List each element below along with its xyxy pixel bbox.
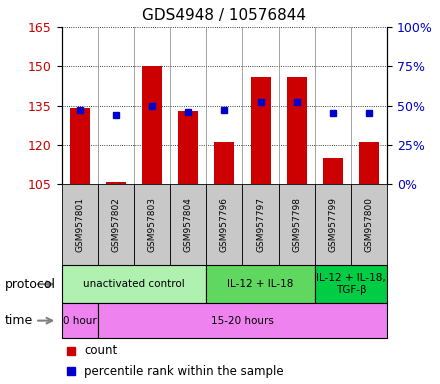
FancyBboxPatch shape [315, 265, 387, 303]
Bar [323, 158, 343, 184]
Title: GDS4948 / 10576844: GDS4948 / 10576844 [143, 8, 306, 23]
FancyBboxPatch shape [351, 184, 387, 265]
FancyBboxPatch shape [62, 184, 98, 265]
Text: GSM957804: GSM957804 [184, 197, 193, 252]
FancyBboxPatch shape [206, 184, 242, 265]
Text: GSM957799: GSM957799 [328, 197, 337, 252]
Text: GSM957798: GSM957798 [292, 197, 301, 252]
Bar [178, 111, 198, 184]
FancyBboxPatch shape [170, 184, 206, 265]
Text: count: count [84, 344, 117, 358]
Text: IL-12 + IL-18: IL-12 + IL-18 [227, 279, 294, 289]
Text: GSM957797: GSM957797 [256, 197, 265, 252]
FancyBboxPatch shape [98, 303, 387, 338]
FancyBboxPatch shape [242, 184, 279, 265]
FancyBboxPatch shape [279, 184, 315, 265]
Bar [142, 66, 162, 184]
FancyBboxPatch shape [98, 184, 134, 265]
FancyBboxPatch shape [62, 265, 206, 303]
Bar [287, 77, 307, 184]
Text: percentile rank within the sample: percentile rank within the sample [84, 364, 284, 377]
FancyBboxPatch shape [62, 303, 98, 338]
Bar [70, 108, 90, 184]
Text: GSM957803: GSM957803 [147, 197, 157, 252]
Text: protocol: protocol [4, 278, 55, 291]
Bar [359, 142, 379, 184]
Bar [214, 142, 235, 184]
Text: unactivated control: unactivated control [83, 279, 185, 289]
Text: GSM957801: GSM957801 [75, 197, 84, 252]
FancyBboxPatch shape [315, 184, 351, 265]
Text: GSM957796: GSM957796 [220, 197, 229, 252]
FancyBboxPatch shape [134, 184, 170, 265]
Bar [251, 77, 271, 184]
FancyBboxPatch shape [206, 265, 315, 303]
Text: GSM957800: GSM957800 [365, 197, 374, 252]
Text: 15-20 hours: 15-20 hours [211, 316, 274, 326]
Text: IL-12 + IL-18,
TGF-β: IL-12 + IL-18, TGF-β [316, 273, 386, 295]
Text: 0 hour: 0 hour [63, 316, 96, 326]
Text: time: time [4, 314, 33, 327]
Text: GSM957802: GSM957802 [111, 197, 121, 252]
Bar [106, 182, 126, 184]
